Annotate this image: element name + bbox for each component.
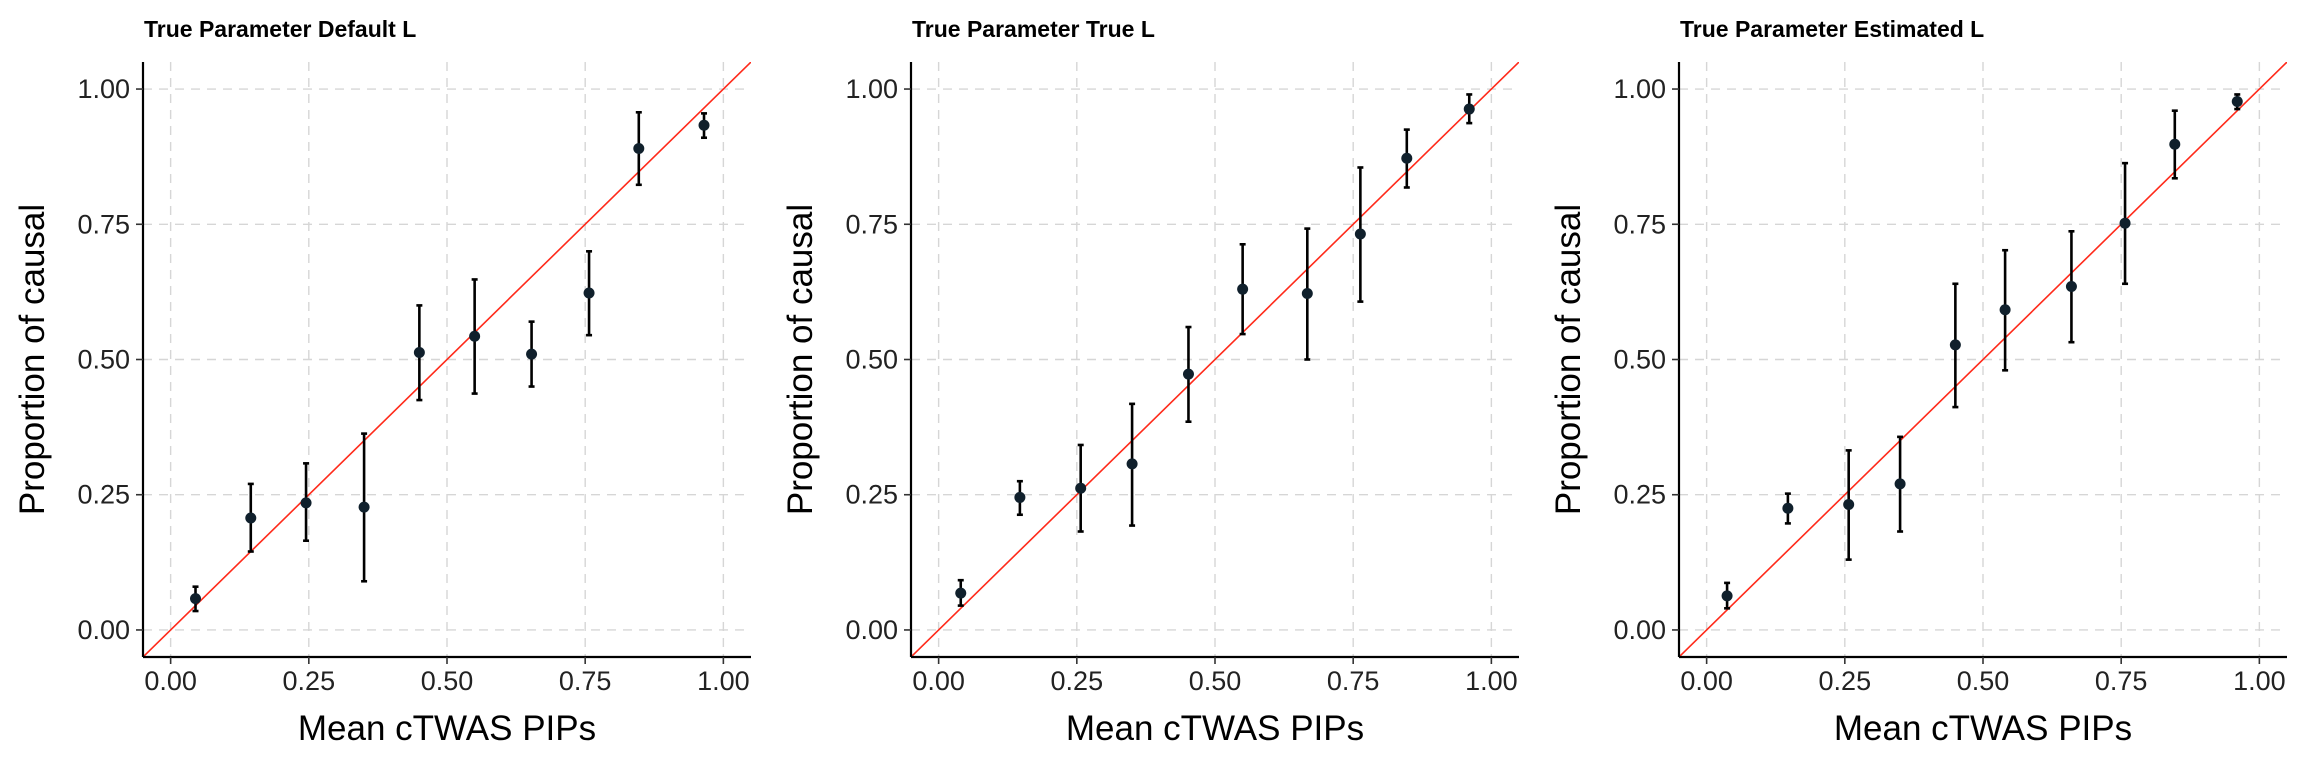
x-tick-label: 0.50: [1957, 666, 2010, 696]
x-tick-label: 1.00: [697, 666, 750, 696]
y-tick-label: 1.00: [1613, 74, 1666, 104]
chart-title: True Parameter Estimated L: [1680, 16, 1984, 42]
data-point: [1949, 339, 1961, 351]
data-point: [1014, 491, 1026, 503]
y-tick-label: 0.75: [77, 209, 130, 239]
data-point: [1463, 103, 1475, 115]
x-tick-label: 0.00: [144, 666, 197, 696]
data-point: [1401, 152, 1413, 164]
x-tick-label: 0.00: [912, 666, 965, 696]
reference-line: [1679, 62, 2287, 657]
y-tick-label: 1.00: [845, 74, 898, 104]
y-axis-title: Proportion of causal: [781, 204, 820, 515]
x-tick-label: 0.50: [421, 666, 474, 696]
y-tick-label: 0.25: [845, 480, 898, 510]
data-point: [1182, 368, 1194, 380]
chart-title: True Parameter True L: [912, 16, 1155, 42]
y-tick-label: 0.25: [77, 480, 130, 510]
data-point: [413, 346, 425, 358]
x-axis-title: Mean cTWAS PIPs: [298, 709, 596, 748]
data-point: [1721, 590, 1733, 602]
data-point: [1782, 502, 1794, 514]
y-axis-title: Proportion of causal: [13, 204, 52, 515]
data-point: [698, 119, 710, 131]
y-tick-label: 0.50: [845, 345, 898, 375]
y-tick-label: 0.00: [845, 615, 898, 645]
data-point: [1237, 283, 1249, 295]
data-point: [358, 501, 370, 513]
data-point: [469, 330, 481, 342]
x-tick-label: 0.50: [1189, 666, 1242, 696]
x-axis-title: Mean cTWAS PIPs: [1834, 709, 2132, 748]
x-tick-label: 0.00: [1680, 666, 1733, 696]
data-point: [526, 348, 538, 360]
data-point: [2169, 138, 2181, 150]
reference-line: [143, 62, 751, 657]
data-point: [1999, 304, 2011, 316]
data-point: [300, 497, 312, 509]
y-tick-label: 1.00: [77, 74, 130, 104]
y-tick-label: 0.75: [1613, 209, 1666, 239]
y-tick-label: 0.50: [77, 345, 130, 375]
x-tick-label: 0.75: [1327, 666, 1380, 696]
chart-panel-2: 0.00 0.25 0.50 0.75 1.00 0.00 0.25 0.50 0.75 1.00…: [781, 16, 1519, 748]
data-point: [1894, 478, 1906, 490]
x-tick-label: 0.25: [1819, 666, 1872, 696]
x-tick-label: 1.00: [1465, 666, 1518, 696]
data-point: [2065, 280, 2077, 292]
data-point: [633, 143, 645, 155]
y-tick-label: 0.75: [845, 209, 898, 239]
x-axis-title: Mean cTWAS PIPs: [1066, 709, 1364, 748]
data-point: [2231, 95, 2243, 107]
chart-panel-3: 0.00 0.25 0.50 0.75 1.00 0.00 0.25 0.50 0.75 1.00…: [1549, 16, 2287, 748]
data-point: [1126, 458, 1138, 470]
y-tick-label: 0.50: [1613, 345, 1666, 375]
x-tick-label: 0.75: [2095, 666, 2148, 696]
chart-title: True Parameter Default L: [144, 16, 416, 42]
data-point: [190, 593, 202, 605]
y-tick-label: 0.00: [1613, 615, 1666, 645]
data-point: [1301, 288, 1313, 300]
data-point: [955, 587, 967, 599]
y-axis-title: Proportion of causal: [1549, 204, 1588, 515]
chart-panel-1: 0.00 0.25 0.50 0.75 1.00 0.00 0.25 0.50 0.75 1.00…: [13, 16, 751, 748]
reference-line: [911, 62, 1519, 657]
x-tick-label: 0.75: [559, 666, 612, 696]
data-point: [1075, 482, 1087, 494]
x-tick-label: 0.25: [283, 666, 336, 696]
data-point: [583, 287, 595, 299]
x-tick-label: 0.25: [1051, 666, 1104, 696]
x-tick-label: 1.00: [2233, 666, 2286, 696]
data-point: [245, 512, 257, 524]
data-point: [1354, 228, 1366, 240]
data-point: [1843, 498, 1855, 510]
data-point: [2119, 217, 2131, 229]
y-tick-label: 0.00: [77, 615, 130, 645]
y-tick-label: 0.25: [1613, 480, 1666, 510]
